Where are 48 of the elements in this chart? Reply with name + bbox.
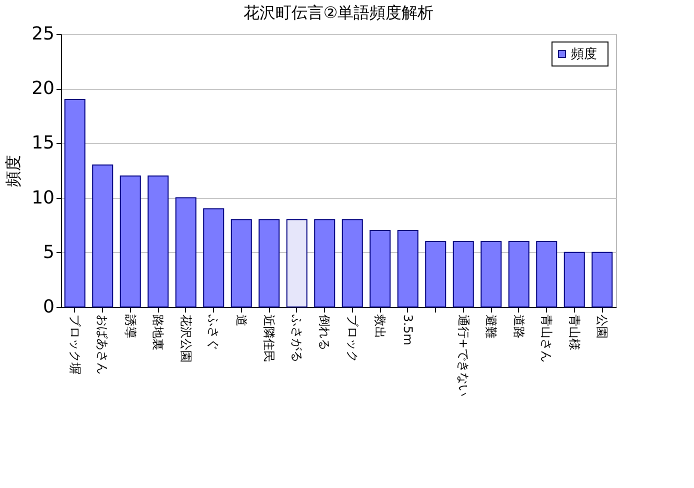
bar bbox=[536, 240, 558, 308]
x-tick-label: ふさがる bbox=[290, 314, 304, 362]
bar bbox=[258, 219, 280, 308]
y-tick-label: 10 bbox=[32, 187, 54, 208]
bar bbox=[148, 175, 169, 308]
x-tick-label: おばあさん bbox=[96, 314, 110, 374]
x-tick-label: ブロック bbox=[345, 314, 360, 362]
x-tick-label: 道路 bbox=[512, 314, 526, 338]
bar bbox=[564, 252, 585, 308]
bar bbox=[370, 230, 391, 308]
bar bbox=[592, 252, 613, 308]
x-tick-label: 道 bbox=[234, 314, 248, 326]
bar bbox=[120, 175, 141, 308]
legend-label: 頻度 bbox=[571, 46, 597, 62]
y-tick-label: 5 bbox=[43, 242, 54, 263]
bar bbox=[342, 219, 363, 308]
bar bbox=[508, 240, 530, 308]
bar bbox=[397, 230, 418, 308]
x-tick-label: 公園 bbox=[595, 314, 610, 338]
x-tick-label: 近隣住民 bbox=[262, 314, 276, 362]
x-tick-label: 青山さん bbox=[540, 314, 554, 362]
x-tick-label: 倒れる bbox=[318, 314, 332, 350]
x-tick-label: 通行+できない bbox=[456, 314, 470, 397]
x-tick-label: 3.5m bbox=[400, 314, 415, 346]
bar bbox=[425, 240, 446, 308]
x-tick-label: 路地裏 bbox=[151, 314, 166, 350]
x-tick-label: ブロック塀 bbox=[68, 314, 82, 374]
y-tick-label: 15 bbox=[32, 132, 54, 154]
bar bbox=[314, 219, 336, 308]
y-axis-title: 頻度 bbox=[4, 155, 23, 187]
bar bbox=[92, 164, 114, 308]
x-tick-label: 避難 bbox=[484, 314, 498, 338]
bar bbox=[230, 219, 252, 308]
bar bbox=[286, 219, 308, 308]
x-tick-label: 青山様 bbox=[567, 314, 582, 350]
x-tick-label: ふさぐ bbox=[206, 314, 221, 350]
x-tick-label: 誘導 bbox=[123, 314, 138, 338]
y-tick-label: 0 bbox=[43, 296, 54, 318]
bar bbox=[175, 197, 196, 308]
y-tick-label: 25 bbox=[32, 24, 54, 44]
chart-title: 花沢町伝言②単語頻度解析 bbox=[243, 3, 434, 22]
bar bbox=[452, 240, 474, 308]
x-tick-label: 花沢公園 bbox=[178, 314, 193, 362]
bar bbox=[64, 99, 86, 308]
x-tick-label: 救出 bbox=[373, 314, 388, 338]
y-tick-label: 20 bbox=[32, 78, 54, 100]
bar bbox=[203, 208, 224, 308]
bar bbox=[480, 240, 502, 308]
